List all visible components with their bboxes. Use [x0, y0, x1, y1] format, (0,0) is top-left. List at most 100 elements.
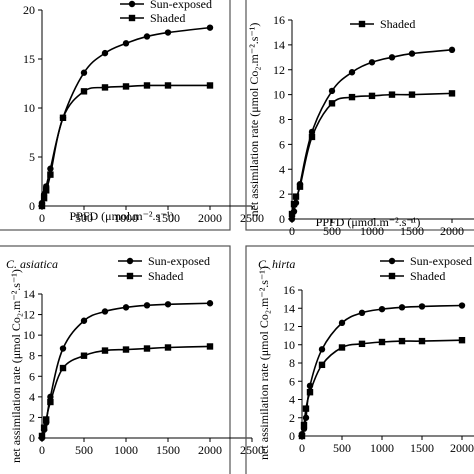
x-tick-label: 1000 [114, 443, 138, 457]
data-point [378, 305, 386, 313]
panel-frame [245, 0, 474, 231]
data-point [448, 90, 456, 97]
data-point [418, 303, 426, 310]
y-tick-label: 15 [23, 52, 35, 66]
y-tick-label: 14 [273, 38, 285, 52]
y-axis-title: net assimilation rate (μmol Co₂.m⁻².s⁻¹) [9, 269, 23, 463]
x-axis-title: PPFD (μmol.m⁻².s⁻¹) [316, 215, 421, 229]
y-tick-label: 10 [23, 328, 35, 342]
series-line [41, 302, 211, 439]
data-point [206, 300, 214, 307]
y-tick-label: 0 [29, 431, 35, 445]
data-point [122, 83, 130, 90]
chart-panel-2: 050010001500200025000246810121416PPFD (μ… [245, 0, 474, 238]
legend-label: Sun-exposed [150, 0, 212, 11]
x-tick-label: 1500 [156, 211, 180, 225]
y-tick-label: 4 [29, 390, 35, 404]
data-point [47, 398, 54, 406]
data-point [306, 389, 314, 396]
data-point [164, 301, 172, 308]
y-tick-label: 8 [29, 349, 35, 363]
data-point [143, 82, 151, 89]
data-point [38, 202, 46, 210]
y-tick-label: 4 [289, 393, 295, 407]
y-tick-label: 12 [23, 308, 35, 322]
series-line [291, 49, 453, 220]
data-point [398, 337, 406, 345]
x-tick-label: 1500 [400, 224, 424, 238]
legend-marker [128, 14, 136, 22]
x-tick-label: 1000 [114, 211, 138, 225]
data-point [408, 91, 416, 98]
data-point [101, 49, 109, 57]
data-point [368, 92, 376, 100]
panel-frame [245, 245, 474, 474]
y-tick-label: 12 [273, 63, 285, 77]
data-point [388, 54, 396, 61]
data-point [59, 345, 67, 352]
y-tick-label: 10 [283, 338, 295, 352]
data-point [80, 352, 88, 359]
legend-label: Shaded [380, 17, 415, 31]
series-line [291, 92, 453, 215]
y-tick-label: 10 [273, 88, 285, 102]
data-point [43, 416, 50, 423]
x-tick-label: 1000 [370, 441, 394, 455]
series-line [301, 339, 463, 437]
x-tick-label: 2000 [440, 224, 464, 238]
y-tick-label: 14 [23, 287, 35, 301]
data-point [288, 210, 296, 218]
data-point [290, 200, 298, 208]
y-tick-label: 4 [279, 162, 285, 176]
data-point [40, 424, 48, 431]
y-tick-label: 0 [279, 212, 285, 226]
x-tick-label: 2000 [450, 441, 474, 455]
data-point [43, 187, 50, 194]
x-tick-label: 0 [289, 224, 295, 238]
legend-label: Sun-exposed [410, 254, 472, 268]
data-point [143, 345, 151, 352]
data-point [292, 193, 300, 200]
x-tick-label: 2000 [198, 211, 222, 225]
series-line [41, 345, 211, 437]
data-point [143, 302, 151, 309]
series-line [41, 84, 210, 207]
data-point [338, 319, 346, 327]
data-point [122, 346, 130, 353]
data-point [348, 93, 356, 101]
y-tick-label: 16 [283, 283, 295, 297]
x-axis-title: PPFD (μmol.m⁻².s⁻¹) [69, 209, 174, 223]
y-tick-label: 2 [289, 411, 295, 425]
y-tick-label: 20 [23, 3, 35, 17]
series-shaded [38, 343, 214, 440]
y-tick-label: 0 [289, 429, 295, 443]
x-tick-label: 0 [299, 441, 305, 455]
data-point [122, 40, 130, 47]
data-point [328, 87, 336, 95]
y-tick-label: 6 [29, 369, 35, 383]
y-tick-label: 16 [273, 13, 285, 27]
data-point [338, 344, 346, 351]
y-tick-label: 0 [29, 199, 35, 213]
x-tick-label: 500 [323, 224, 341, 238]
data-point [358, 309, 366, 317]
legend-label: Shaded [410, 269, 445, 283]
legend-marker [128, 0, 136, 8]
data-point [206, 82, 214, 89]
x-tick-label: 1500 [156, 443, 180, 457]
data-point [80, 317, 88, 324]
panel-title: C. hirta [258, 257, 295, 271]
data-point [302, 414, 310, 421]
series-shaded [298, 336, 466, 440]
data-point [80, 88, 88, 95]
data-point [206, 343, 214, 350]
data-point [101, 84, 109, 91]
data-point [378, 338, 386, 346]
panel-frame [0, 245, 231, 474]
data-point [300, 421, 308, 429]
